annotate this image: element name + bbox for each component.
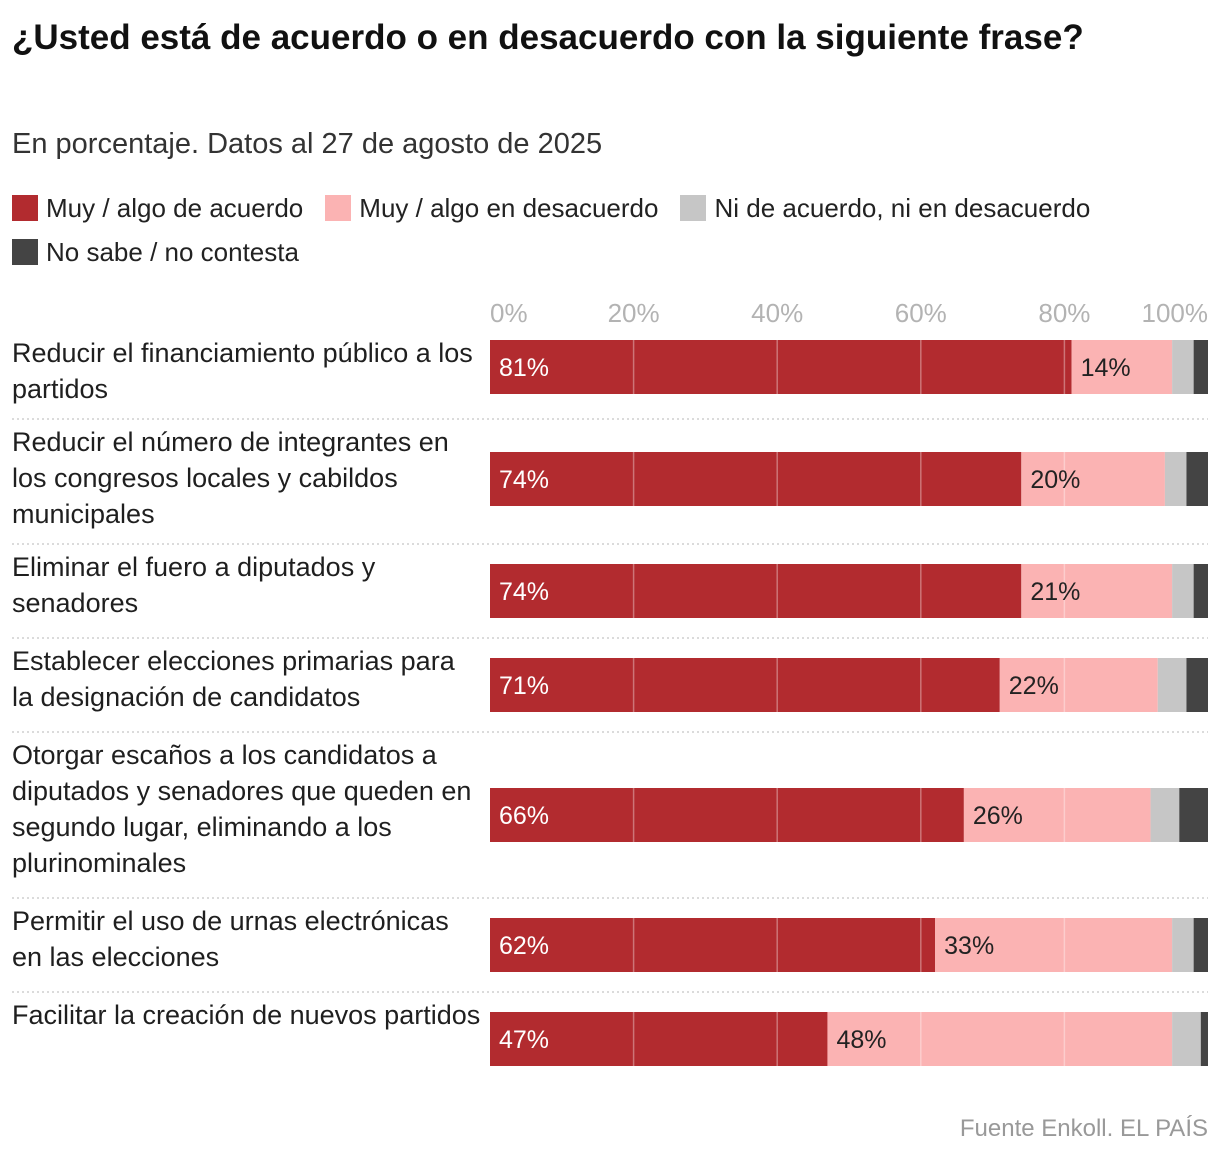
bar-segment [490, 918, 936, 972]
data-label: 62% [499, 932, 549, 960]
category-label: Reducir el financiamiento público a los … [12, 338, 473, 404]
data-label: 20% [1030, 466, 1080, 494]
x-tick-label: 80% [1038, 298, 1090, 328]
data-label: 48% [836, 1026, 886, 1054]
category-label: Facilitar la creación de nuevos partidos [12, 1000, 481, 1030]
data-label: 66% [499, 802, 549, 830]
bar-segment [1071, 340, 1173, 394]
bar-segment [1150, 788, 1180, 842]
bar-segment [1193, 340, 1208, 394]
bar-segment [1172, 564, 1194, 618]
data-label: 33% [944, 932, 994, 960]
data-label: 21% [1030, 578, 1080, 606]
legend: Muy / algo de acuerdo Muy / algo en desa… [12, 192, 1212, 268]
source-credit: Fuente Enkoll. EL PAÍS [959, 1115, 1208, 1142]
bar-segment [490, 452, 1022, 506]
bar-segment [490, 1012, 828, 1066]
bar-segment [1186, 452, 1208, 506]
data-label: 71% [499, 672, 549, 700]
bar-segment [827, 1012, 1173, 1066]
bar-segment [1164, 452, 1187, 506]
legend-swatch-desacuerdo [325, 195, 352, 221]
x-tick-label: 20% [608, 298, 660, 328]
bar-segment [1200, 1012, 1208, 1066]
legend-label-neutral: Ni de acuerdo, ni en desacuerdo [714, 192, 1091, 223]
bar-segment [1193, 918, 1208, 972]
category-label: Reducir el número de integrantes en los … [12, 427, 449, 529]
data-label: 22% [1009, 672, 1059, 700]
bar-segment [490, 564, 1022, 618]
legend-item-desacuerdo: Muy / algo en desacuerdo [325, 192, 658, 224]
legend-swatch-no-sabe [12, 239, 38, 265]
data-label: 74% [499, 466, 549, 494]
legend-item-no-sabe: No sabe / no contesta [12, 236, 299, 268]
bar-segment [1172, 1012, 1201, 1066]
x-tick-label: 100% [1142, 298, 1209, 328]
category-label: Eliminar el fuero a diputados y senadore… [12, 552, 376, 618]
bar-segment [490, 658, 1000, 712]
bar-segment [1172, 340, 1194, 394]
bar-segment [1186, 658, 1208, 712]
chart-title: ¿Usted está de acuerdo o en desacuerdo c… [12, 18, 1084, 57]
bar-segment [1021, 452, 1165, 506]
bar-segment [1021, 564, 1173, 618]
bar-segment [1157, 658, 1187, 712]
x-tick-label: 40% [751, 298, 803, 328]
bar-segment [935, 918, 1173, 972]
bar-segment [1193, 564, 1208, 618]
data-label: 47% [499, 1026, 549, 1054]
legend-swatch-neutral [680, 195, 707, 221]
x-tick-label: 60% [895, 298, 947, 328]
legend-label-no-sabe: No sabe / no contesta [46, 236, 299, 267]
legend-label-desacuerdo: Muy / algo en desacuerdo [359, 192, 659, 223]
category-label: Establecer elecciones primarias para la … [12, 646, 455, 712]
category-label: Otorgar escaños a los candidatos a diput… [12, 740, 472, 878]
bar-segment [1172, 918, 1194, 972]
bar-segment [490, 340, 1072, 394]
legend-label-acuerdo: Muy / algo de acuerdo [46, 192, 304, 223]
bar-segment [490, 788, 964, 842]
category-label: Permitir el uso de urnas electrónicas en… [12, 906, 449, 972]
legend-swatch-acuerdo [12, 195, 38, 221]
data-label: 74% [499, 578, 549, 606]
bar-segment [963, 788, 1151, 842]
data-label: 14% [1081, 354, 1131, 382]
bar-segment [999, 658, 1158, 712]
x-tick-label: 0% [490, 298, 528, 328]
chart-subtitle: En porcentaje. Datos al 27 de agosto de … [12, 128, 603, 160]
legend-item-neutral: Ni de acuerdo, ni en desacuerdo [680, 192, 1090, 224]
data-label: 26% [973, 802, 1023, 830]
bar-segment [1179, 788, 1208, 842]
data-label: 81% [499, 354, 549, 382]
legend-item-acuerdo: Muy / algo de acuerdo [12, 192, 303, 224]
